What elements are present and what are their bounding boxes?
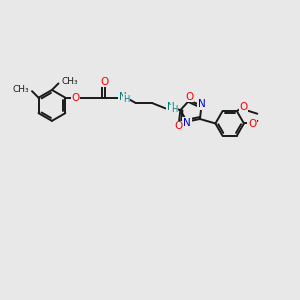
Text: O: O (248, 119, 256, 129)
Text: H: H (171, 105, 177, 114)
Text: O: O (71, 93, 80, 103)
Text: N: N (183, 118, 191, 128)
Text: O: O (100, 76, 109, 87)
Text: O: O (175, 122, 183, 131)
Text: N: N (198, 99, 205, 109)
Text: N: N (119, 92, 127, 101)
Text: H: H (123, 95, 130, 104)
Text: N: N (167, 102, 174, 112)
Text: CH₃: CH₃ (61, 77, 78, 86)
Text: O: O (185, 92, 194, 102)
Text: O: O (239, 102, 248, 112)
Text: CH₃: CH₃ (12, 85, 29, 94)
